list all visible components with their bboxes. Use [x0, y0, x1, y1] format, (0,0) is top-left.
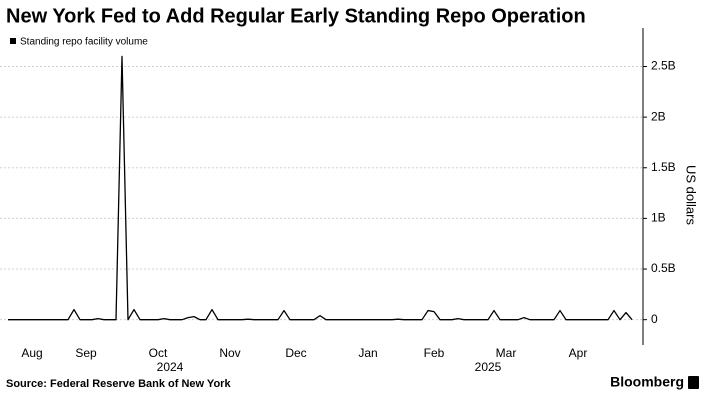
source: Source: Federal Reserve Bank of New York	[6, 378, 231, 390]
x-tick-label: Nov	[219, 346, 240, 360]
brand-icon	[688, 376, 699, 389]
x-tick-label: Sep	[75, 346, 97, 360]
y-tick-label: 1B	[651, 211, 666, 225]
y-tick-label: 2.5B	[651, 59, 676, 73]
x-tick-label: Apr	[569, 346, 588, 360]
legend-label: Standing repo facility volume	[20, 37, 148, 48]
y-tick-label: 0.5B	[651, 261, 676, 275]
y-tick-label: 2B	[651, 109, 666, 123]
line-series	[8, 55, 633, 321]
legend-box	[6, 33, 168, 51]
brand: Bloomberg	[610, 374, 684, 390]
x-group-label: 2025	[475, 360, 502, 374]
x-tick-label: Jan	[358, 346, 377, 360]
y-tick-label: 1.5B	[651, 160, 676, 174]
x-tick-label: Feb	[424, 346, 445, 360]
x-tick-label: Mar	[496, 346, 517, 360]
x-group-label: 2024	[157, 360, 184, 374]
x-tick-label: Aug	[21, 346, 42, 360]
legend-swatch	[10, 38, 16, 44]
x-tick-label: Dec	[285, 346, 306, 360]
x-tick-label: Oct	[149, 346, 168, 360]
chart-title: New York Fed to Add Regular Early Standi…	[6, 5, 586, 27]
y-tick-label: 0	[651, 312, 658, 326]
y-axis-label: US dollars	[684, 165, 699, 225]
